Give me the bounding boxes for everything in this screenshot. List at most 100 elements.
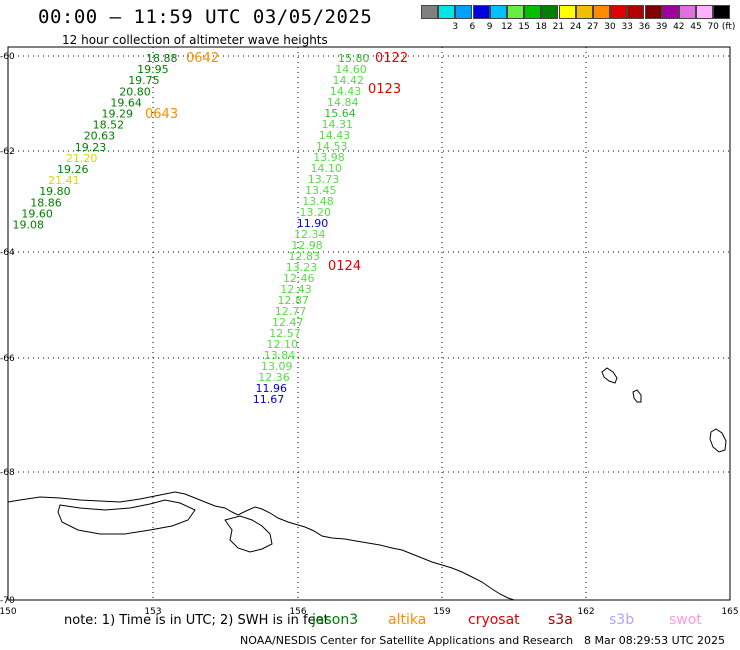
legend-swatch (627, 5, 645, 19)
legend-swatch (507, 5, 524, 19)
swh-value: 20.63 (84, 130, 116, 143)
island (601, 367, 618, 384)
swh-value: 12.77 (275, 305, 307, 318)
map-subtitle: 12 hour collection of altimeter wave hei… (62, 33, 328, 47)
legend-unit: (ft) (721, 22, 736, 32)
swh-value: 19.08 (13, 219, 45, 232)
legend-swatch (644, 5, 662, 19)
swh-value: 12.10 (267, 338, 299, 351)
swh-value: 19.23 (75, 141, 107, 154)
legend-label: 39 (655, 22, 668, 32)
legend-swatch (713, 5, 731, 19)
satellite-key-s3b: s3b (609, 612, 635, 628)
pass-time-label: 0643 (145, 107, 178, 122)
lon-tick-label: 150 (0, 607, 17, 617)
coast-peninsula (224, 515, 273, 553)
legend-swatch (421, 5, 438, 19)
legend-swatch (489, 5, 507, 19)
legend-label: 33 (621, 22, 633, 32)
legend-label: 30 (604, 22, 616, 32)
axis-ticks: 150 153 156 159 162 165 -60 -62 -64 -66 -68 -70 (0, 52, 739, 617)
swh-value: 11.67 (253, 393, 285, 406)
swh-value: 14.43 (330, 85, 362, 98)
swh-value: 12.83 (289, 250, 321, 263)
swh-value: 21.41 (48, 174, 80, 187)
swh-value: 14.84 (327, 96, 359, 109)
legend-swatch (558, 5, 576, 19)
pass-time-label: 0124 (328, 259, 361, 274)
legend-swatch (661, 5, 679, 19)
legend-label: 42 (673, 22, 685, 32)
lon-tick-label: 162 (577, 607, 594, 617)
swh-value: 19.26 (57, 163, 89, 176)
swh-value: 12.46 (283, 272, 315, 285)
ice-shelf-inlet (57, 499, 196, 535)
swh-value: 14.42 (333, 74, 365, 87)
island (632, 389, 642, 403)
legend-label: 15 (518, 22, 530, 32)
plot-frame (7, 46, 731, 601)
swh-value: 11.90 (297, 217, 329, 230)
swh-value: 13.48 (302, 195, 334, 208)
satellite-key-s3a: s3a (548, 612, 573, 628)
altimeter-tracks: 18.8819.9519.7520.8019.6419.2918.5220.63… (13, 51, 409, 406)
lat-tick-label: -60 (0, 52, 15, 62)
swh-value: 19.64 (110, 96, 141, 109)
legend-swatch (438, 5, 456, 19)
legend-label: 3 (452, 22, 459, 32)
pass-time-label: 0122 (375, 51, 408, 66)
legend-label: 12 (501, 22, 513, 32)
credit-line: NOAA/NESDIS Center for Satellite Applica… (240, 634, 574, 647)
pass-time-label: 0123 (368, 82, 401, 97)
island (709, 428, 727, 453)
swh-value: 20.80 (119, 85, 151, 98)
swh-value: 11.96 (256, 382, 288, 395)
footnote: note: 1) Time is in UTC; 2) SWH is in fe… (64, 613, 329, 628)
satellite-key-jason3: jason3 (312, 612, 359, 628)
lat-tick-label: -70 (0, 596, 15, 606)
swh-value: 14.60 (335, 63, 367, 76)
lon-tick-label: 156 (289, 607, 306, 617)
legend-label: 70 (707, 22, 719, 32)
legend-swatch (696, 5, 714, 19)
legend-label: 27 (587, 22, 599, 32)
swh-value: 13.84 (264, 349, 296, 362)
swh-value: 14.10 (311, 162, 343, 175)
legend-label: 18 (535, 22, 547, 32)
swh-value: 19.80 (39, 185, 70, 198)
swh-value: 13.98 (313, 151, 345, 164)
pass-time-label: 0642 (186, 51, 219, 66)
legend-swatch (472, 5, 490, 19)
map-title: 00:00 – 11:59 UTC 03/05/2025 (38, 6, 373, 28)
swh-value: 19.60 (21, 207, 53, 220)
swh-value: 12.98 (291, 239, 323, 252)
swh-value: 14.43 (319, 129, 351, 142)
swh-value: 13.73 (308, 173, 340, 186)
swh-value: 13.09 (261, 360, 293, 373)
swh-value: 14.53 (316, 140, 348, 153)
swh-value: 13.20 (300, 206, 332, 219)
legend-label: 24 (569, 22, 582, 32)
lon-tick-label: 153 (144, 607, 161, 617)
legend-swatch (541, 5, 559, 19)
swh-value: 12.57 (269, 327, 301, 340)
swh-value: 12.47 (272, 316, 304, 329)
legend-label: 21 (552, 22, 565, 32)
swh-value: 13.45 (305, 184, 337, 197)
legend-label: 36 (638, 22, 651, 32)
swh-value: 12.36 (258, 371, 290, 384)
swh-value: 19.29 (102, 108, 134, 121)
antarctic-coastline (7, 491, 515, 601)
swh-value: 12.34 (294, 228, 326, 241)
swh-value: 14.31 (322, 118, 354, 131)
swh-value: 15.64 (324, 107, 356, 120)
lat-tick-label: -68 (0, 468, 15, 478)
satellite-key-cryosat: cryosat (468, 612, 520, 628)
satellite-key-altika: altika (388, 612, 427, 628)
swh-value: 21.20 (66, 152, 98, 165)
lat-tick-label: -62 (0, 147, 15, 157)
swh-value: 12.87 (278, 294, 310, 307)
swh-value: 18.86 (30, 196, 62, 209)
swh-value: 18.52 (93, 119, 125, 132)
